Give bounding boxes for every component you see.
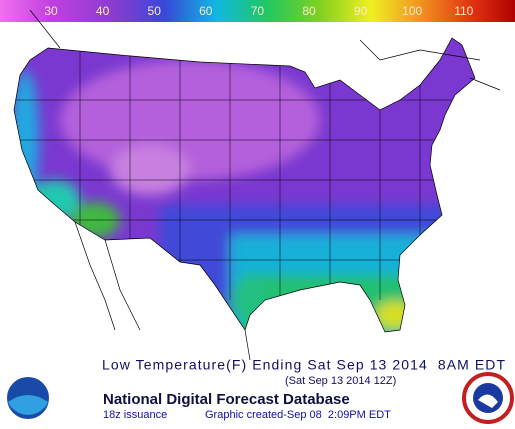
created: Graphic created-Sep 08 2:09PM EDT bbox=[205, 409, 391, 421]
legend: 30 40 50 60 70 80 90 100 110 bbox=[44, 4, 473, 18]
legend-label: 60 bbox=[199, 4, 213, 18]
legend-label: 110 bbox=[454, 4, 473, 18]
boundaries bbox=[13, 9, 501, 361]
nws-logo bbox=[462, 372, 514, 424]
caption-valid: (Sat Sep 13 2014 12Z) bbox=[285, 375, 396, 387]
legend-label: 30 bbox=[44, 4, 58, 18]
legend-label: 100 bbox=[402, 4, 422, 18]
color-scale bbox=[0, 0, 515, 22]
legend-label: 80 bbox=[302, 4, 316, 18]
legend-label: 50 bbox=[148, 4, 162, 18]
issuance: 18z issuance bbox=[103, 409, 167, 421]
database-name: National Digital Forecast Database bbox=[103, 391, 350, 408]
caption-title: Low Temperature(F) Ending Sat Sep 13 201… bbox=[102, 357, 505, 373]
legend-label: 90 bbox=[354, 4, 368, 18]
legend-label: 40 bbox=[96, 4, 110, 18]
legend-label: 70 bbox=[251, 4, 265, 18]
noaa-logo bbox=[5, 375, 51, 421]
